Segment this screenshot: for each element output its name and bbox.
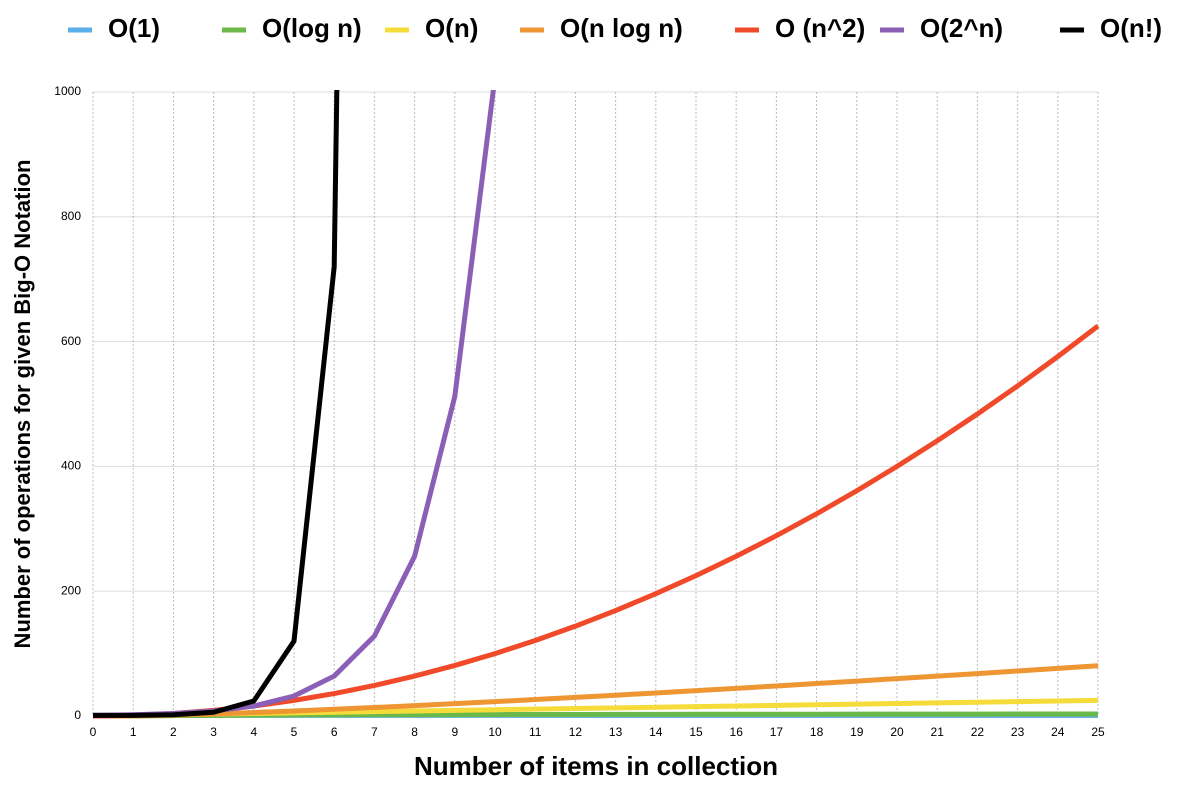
- y-tick-label: 0: [74, 708, 81, 722]
- x-axis-label: Number of items in collection: [414, 751, 778, 781]
- legend-label: O(n log n): [560, 13, 683, 43]
- series-line: [92, 324, 1100, 719]
- y-tick-label: 400: [61, 459, 81, 473]
- y-tick-label: 800: [61, 209, 81, 223]
- x-tick-label: 5: [291, 725, 298, 739]
- y-tick-label: 600: [61, 334, 81, 348]
- x-tick-label: 25: [1091, 725, 1105, 739]
- x-tick-label: 19: [850, 725, 864, 739]
- x-tick-label: 15: [689, 725, 703, 739]
- x-tick-label: 24: [1051, 725, 1065, 739]
- plot-area: [92, 90, 1100, 719]
- x-tick-label: 3: [210, 725, 217, 739]
- legend-label: O(1): [108, 13, 160, 43]
- x-tick-label: 14: [649, 725, 663, 739]
- x-tick-label: 20: [890, 725, 904, 739]
- x-tick-label: 13: [609, 725, 623, 739]
- x-tick-label: 12: [569, 725, 583, 739]
- x-tick-label: 4: [250, 725, 257, 739]
- x-tick-label: 6: [331, 725, 338, 739]
- series-line: [93, 663, 1099, 719]
- x-tick-label: 16: [730, 725, 744, 739]
- legend-label: O(n): [425, 13, 478, 43]
- x-tick-label: 22: [971, 725, 985, 739]
- x-tick-label: 1: [130, 725, 137, 739]
- x-tick-label: 0: [90, 725, 97, 739]
- y-tick-label: 200: [61, 583, 81, 597]
- legend-label: O (n^2): [775, 13, 865, 43]
- x-tick-label: 18: [810, 725, 824, 739]
- x-tick-label: 2: [170, 725, 177, 739]
- x-tick-label: 9: [451, 725, 458, 739]
- y-axis-label: Number of operations for given Big-O Not…: [10, 160, 35, 649]
- x-tick-label: 7: [371, 725, 378, 739]
- x-tick-label: 21: [931, 725, 945, 739]
- y-tick-label: 1000: [54, 84, 81, 98]
- x-tick-label: 11: [529, 725, 542, 739]
- x-tick-label: 8: [411, 725, 418, 739]
- legend-label: O(n!): [1100, 13, 1162, 43]
- legend-label: O(2^n): [920, 13, 1003, 43]
- x-tick-label: 10: [488, 725, 502, 739]
- legend-label: O(log n): [262, 13, 362, 43]
- series-line: [93, 90, 340, 718]
- x-tick-label: 23: [1011, 725, 1025, 739]
- x-tick-label: 17: [770, 725, 784, 739]
